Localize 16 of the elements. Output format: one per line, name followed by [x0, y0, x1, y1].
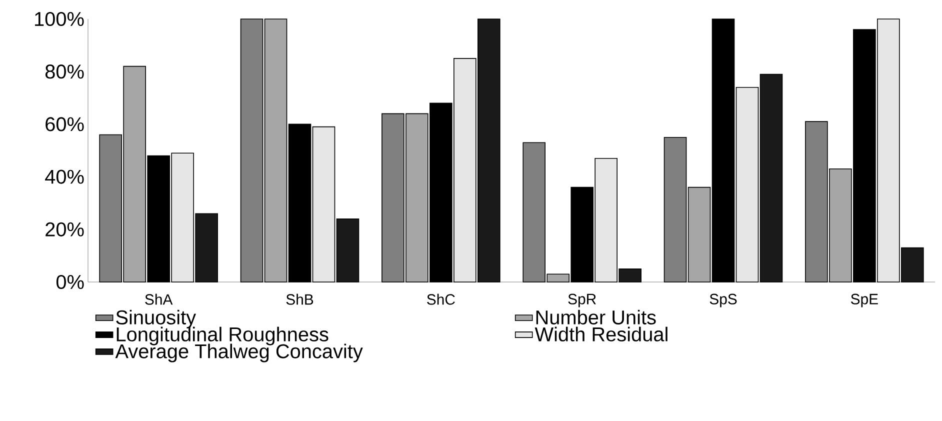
y-tick-label: 80%	[45, 64, 84, 79]
x-tick-label: SpE	[850, 294, 878, 308]
legend-label: Sinuosity	[116, 310, 196, 328]
y-tick-label: 100%	[35, 12, 84, 26]
legend-label: Number Units	[536, 310, 656, 324]
x-tick-label: SpR	[568, 294, 596, 308]
x-tick-label: SpS	[710, 294, 737, 308]
x-tick-label: ShC	[427, 294, 455, 305]
x-tick-label: ShA	[145, 294, 173, 305]
y-tick-label: 20%	[46, 222, 84, 236]
y-tick-label: 0%	[56, 274, 84, 290]
y-tick-label: 60%	[46, 117, 84, 132]
x-tick-label: ShB	[286, 294, 314, 305]
legend-label: Width Residual	[534, 326, 668, 342]
legend-label: Longitudinal Roughness	[116, 326, 328, 346]
y-tick-label: 40%	[45, 170, 84, 184]
